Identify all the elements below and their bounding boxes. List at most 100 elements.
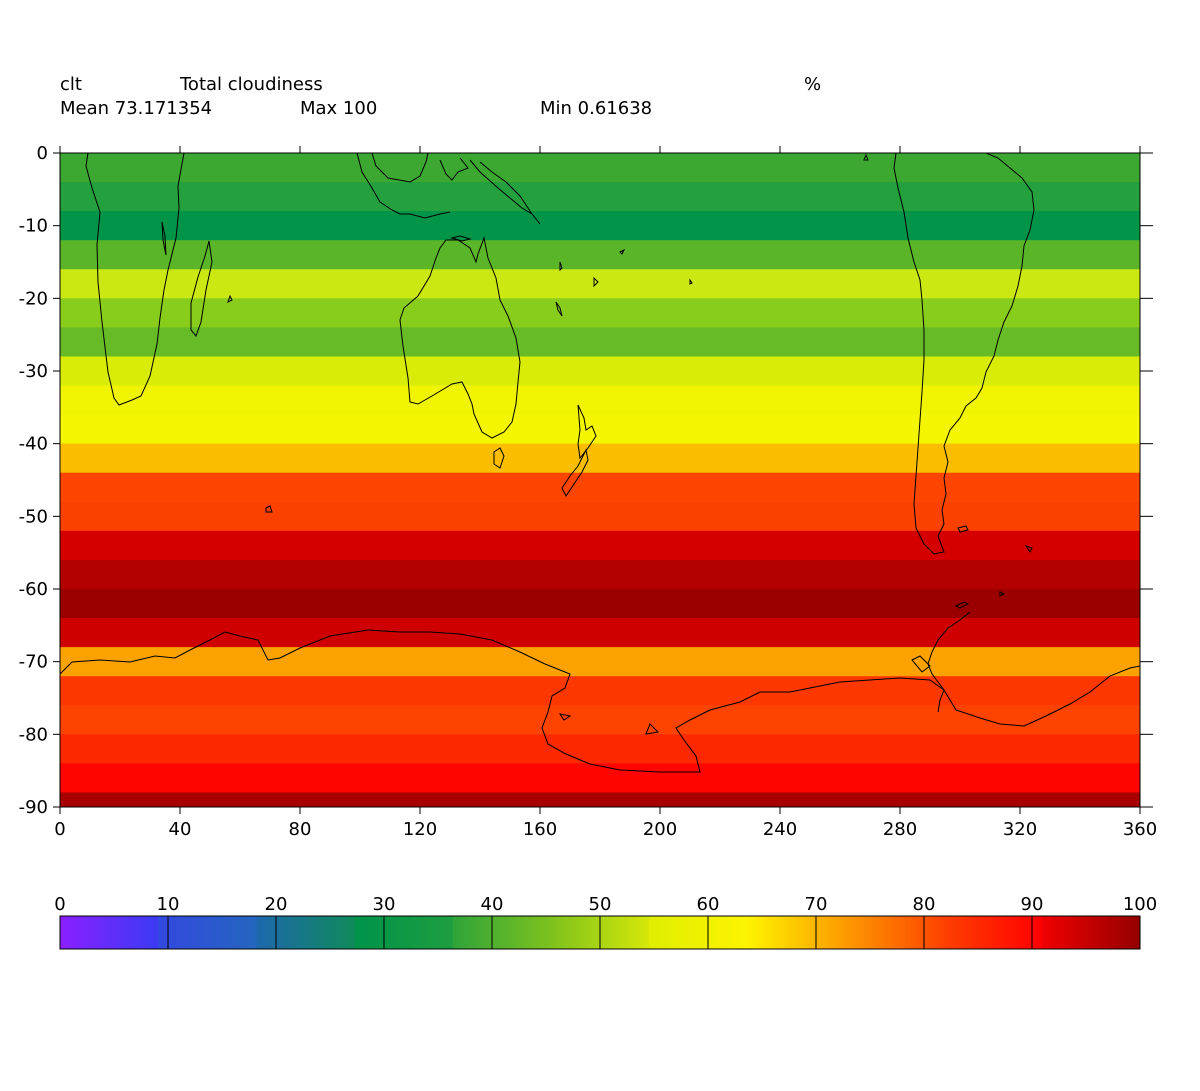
coastline-falklands bbox=[957, 525, 969, 533]
coastline-new-caledonia bbox=[555, 301, 563, 317]
band-19 bbox=[60, 705, 1140, 735]
band-3 bbox=[60, 240, 1140, 270]
colorbar-tick-label-4: 40 bbox=[481, 894, 504, 915]
x-tick-label-8: 320 bbox=[1003, 819, 1037, 840]
colorbar-tick-label-3: 30 bbox=[373, 894, 396, 915]
y-tick-label-5: -50 bbox=[19, 506, 48, 527]
y-tick-label-9: -90 bbox=[19, 797, 48, 818]
colorbar-tick-label-9: 90 bbox=[1021, 894, 1044, 915]
band-4 bbox=[60, 269, 1140, 299]
y-axis: 0 -10 -20 -30 -40 -50 -60 -70 -80 -90 bbox=[19, 143, 1153, 818]
y-tick-label-0: 0 bbox=[37, 143, 48, 164]
band-12 bbox=[60, 501, 1140, 532]
coastline-ross-ice bbox=[558, 713, 660, 735]
band-1 bbox=[60, 182, 1140, 212]
colorbar-segment-4 bbox=[452, 916, 552, 949]
band-0 bbox=[60, 153, 1140, 183]
band-2 bbox=[60, 211, 1140, 241]
colorbar-segment-0 bbox=[60, 916, 159, 949]
coastline-south-georgia bbox=[1024, 545, 1033, 553]
coastline-pemba bbox=[161, 221, 167, 256]
variable-long-name: Total cloudiness bbox=[180, 74, 323, 95]
x-tick-label-7: 280 bbox=[883, 819, 917, 840]
coastline-kerguelen bbox=[265, 505, 273, 513]
colorbar-tick-label-10: 100 bbox=[1123, 894, 1157, 915]
band-5 bbox=[60, 298, 1140, 328]
x-tick-label-3: 120 bbox=[403, 819, 437, 840]
coastline-new-guinea bbox=[469, 159, 541, 225]
colorbar-tick-label-6: 60 bbox=[697, 894, 720, 915]
band-20 bbox=[60, 734, 1140, 764]
band-18 bbox=[60, 676, 1140, 706]
y-tick-label-4: -40 bbox=[19, 434, 48, 455]
colorbar-segment-7 bbox=[747, 916, 846, 949]
band-22 bbox=[60, 792, 1140, 808]
band-17 bbox=[60, 647, 1140, 677]
x-axis: 0 40 80 120 160 200 240 280 320 360 bbox=[54, 146, 1157, 840]
coastline-antarctica bbox=[59, 629, 1141, 773]
coastline-galapagos bbox=[863, 153, 869, 161]
coastline-tasmania bbox=[493, 447, 505, 469]
band-21 bbox=[60, 763, 1140, 793]
colorbar-tick-label-2: 20 bbox=[265, 894, 288, 915]
band-15 bbox=[60, 589, 1140, 619]
mean-stat: Mean 73.171354 bbox=[60, 98, 213, 119]
coastlines bbox=[59, 152, 1141, 773]
coastline-madagascar bbox=[190, 240, 213, 337]
colorbar-tick-label-8: 80 bbox=[913, 894, 936, 915]
band-13 bbox=[60, 530, 1140, 561]
coastline-sulawesi bbox=[439, 157, 469, 181]
colorbar-segment-10 bbox=[1041, 916, 1141, 949]
x-tick-label-4: 160 bbox=[523, 819, 557, 840]
coastline-mascarene bbox=[227, 294, 233, 303]
band-16 bbox=[60, 618, 1140, 648]
coastline-fiji bbox=[593, 276, 599, 288]
coastline-africa bbox=[85, 152, 185, 406]
colorbar-tick-label-0: 0 bbox=[54, 894, 65, 915]
band-7 bbox=[60, 356, 1140, 387]
band-9 bbox=[60, 414, 1140, 445]
cloudiness-bands bbox=[60, 153, 1140, 808]
band-6 bbox=[60, 327, 1140, 357]
coastline-weddell bbox=[911, 655, 931, 673]
colorbar-segment-6 bbox=[649, 916, 748, 949]
x-tick-label-1: 40 bbox=[169, 819, 192, 840]
x-tick-label-2: 80 bbox=[289, 819, 312, 840]
band-10 bbox=[60, 443, 1140, 474]
colorbar-segment-1 bbox=[158, 916, 257, 949]
coastline-borneo bbox=[371, 152, 429, 183]
y-tick-label-1: -10 bbox=[19, 216, 48, 237]
x-tick-label-9: 360 bbox=[1123, 819, 1157, 840]
x-tick-label-6: 240 bbox=[763, 819, 797, 840]
plot-frame bbox=[59, 152, 1141, 808]
coastline-new-zealand-south bbox=[561, 448, 589, 497]
y-tick-label-6: -60 bbox=[19, 579, 48, 600]
colorbar-tick-label-5: 50 bbox=[589, 894, 612, 915]
y-tick-label-8: -80 bbox=[19, 724, 48, 745]
units-label: % bbox=[804, 74, 822, 95]
y-tick-label-3: -30 bbox=[19, 361, 48, 382]
variable-name: clt bbox=[60, 74, 82, 95]
band-14 bbox=[60, 559, 1140, 590]
coastline-south-shetlands bbox=[954, 591, 1006, 609]
x-tick-label-0: 0 bbox=[54, 819, 65, 840]
max-stat: Max 100 bbox=[300, 98, 378, 119]
y-tick-label-2: -20 bbox=[19, 288, 48, 309]
colorbar-tick-label-7: 70 bbox=[805, 894, 828, 915]
colorbar-segment-8 bbox=[845, 916, 945, 949]
coastline-new-zealand-north bbox=[577, 404, 597, 460]
colorbar-segment-2 bbox=[256, 916, 356, 949]
y-tick-label-7: -70 bbox=[19, 652, 48, 673]
coastline-islands bbox=[559, 248, 693, 285]
band-11 bbox=[60, 472, 1140, 503]
coastline-indonesia bbox=[356, 152, 451, 219]
band-8 bbox=[60, 385, 1140, 416]
x-tick-label-5: 200 bbox=[643, 819, 677, 840]
colorbar-tick-label-1: 10 bbox=[157, 894, 180, 915]
min-stat: Min 0.61638 bbox=[540, 98, 653, 119]
colorbar: 0 10 20 30 40 50 60 70 80 90 100 bbox=[54, 894, 1157, 950]
colorbar-segment-9 bbox=[943, 916, 1043, 949]
coastline-south-america bbox=[893, 152, 1035, 555]
colorbar-segment-3 bbox=[354, 916, 454, 949]
